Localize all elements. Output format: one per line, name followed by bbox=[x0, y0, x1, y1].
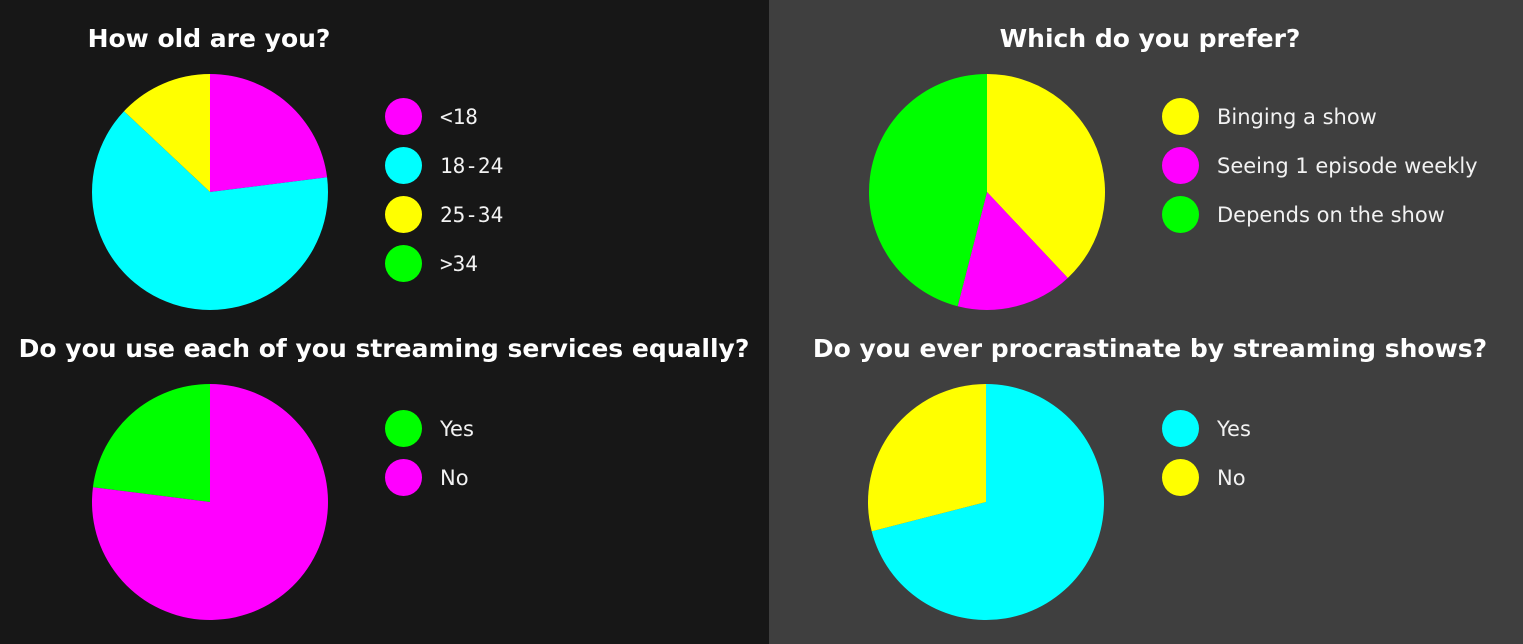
pie-slice-25-34 bbox=[123, 73, 210, 192]
legend-swatch bbox=[385, 196, 422, 233]
legend-label: Yes bbox=[440, 416, 474, 441]
legend-swatch bbox=[1162, 459, 1199, 496]
pie-slice-18 bbox=[210, 74, 328, 192]
legend-item: >34 bbox=[385, 245, 503, 282]
legend-swatch bbox=[1162, 147, 1199, 184]
legend-label: No bbox=[440, 465, 469, 490]
pie-chart-preference bbox=[869, 74, 1106, 310]
pie-slice-binging-a-show bbox=[987, 74, 1106, 279]
legend-item: Depends on the show bbox=[1162, 196, 1478, 233]
pie-chart-services bbox=[91, 384, 328, 620]
legend-label: Binging a show bbox=[1217, 104, 1377, 129]
legend-age: <18 18-24 25-34 >34 bbox=[385, 98, 503, 294]
pie-slice-yes bbox=[871, 384, 1105, 620]
legend-label: Seeing 1 episode weekly bbox=[1217, 153, 1478, 178]
pie-slice-no bbox=[868, 384, 986, 532]
chart-title: How old are you? bbox=[87, 24, 331, 53]
legend-preference: Binging a show Seeing 1 episode weekly Dep… bbox=[1162, 98, 1478, 245]
legend-swatch bbox=[385, 147, 422, 184]
pie-chart-age bbox=[91, 73, 328, 310]
legend-item: Yes bbox=[1162, 410, 1251, 447]
legend-swatch bbox=[385, 459, 422, 496]
legend-item: Yes bbox=[385, 410, 474, 447]
legend-item: No bbox=[1162, 459, 1251, 496]
pie-slice-depends-on-the-show bbox=[869, 74, 987, 307]
pie-chart-procrastinate bbox=[868, 384, 1105, 620]
legend-label: 25-34 bbox=[440, 202, 504, 227]
pie-slice-18-24 bbox=[91, 111, 328, 310]
legend-label: >34 bbox=[440, 251, 478, 276]
legend-label: 18-24 bbox=[440, 153, 504, 178]
legend-swatch bbox=[1162, 410, 1199, 447]
pie-slice-no bbox=[91, 384, 328, 620]
legend-item: 18-24 bbox=[385, 147, 503, 184]
legend-item: Seeing 1 episode weekly bbox=[1162, 147, 1478, 184]
legend-procrastinate: Yes No bbox=[1162, 410, 1251, 508]
legend-item: Binging a show bbox=[1162, 98, 1478, 135]
legend-item: No bbox=[385, 459, 474, 496]
legend-item: 25-34 bbox=[385, 196, 503, 233]
legend-swatch bbox=[1162, 196, 1199, 233]
legend-swatch bbox=[385, 98, 422, 135]
legend-swatch bbox=[1162, 98, 1199, 135]
pie-slice-seeing-1-episode-weekly bbox=[957, 192, 1068, 310]
legend-label: Yes bbox=[1217, 416, 1251, 441]
legend-label: Depends on the show bbox=[1217, 202, 1445, 227]
legend-label: <18 bbox=[440, 104, 478, 129]
chart-title: Which do you prefer? bbox=[999, 24, 1301, 53]
chart-title: Do you use each of you streaming service… bbox=[18, 334, 750, 363]
legend-swatch bbox=[385, 410, 422, 447]
pie-slice-yes bbox=[92, 384, 210, 502]
legend-swatch bbox=[385, 245, 422, 282]
legend-services: Yes No bbox=[385, 410, 474, 508]
chart-title: Do you ever procrastinate by streaming s… bbox=[812, 334, 1488, 363]
legend-item: <18 bbox=[385, 98, 503, 135]
legend-label: No bbox=[1217, 465, 1246, 490]
